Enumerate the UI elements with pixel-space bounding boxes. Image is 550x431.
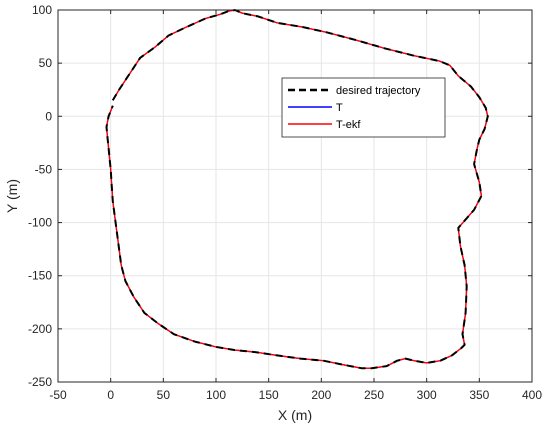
legend-label-t-ekf: T-ekf [336, 119, 361, 131]
x-tick-label: 0 [107, 388, 114, 402]
series-layer [105, 9, 489, 370]
legend-label-desired: desired trajectory [336, 85, 421, 97]
x-tick-label: 200 [311, 388, 331, 402]
y-tick-label: -250 [28, 375, 52, 389]
plot-area [58, 10, 532, 382]
y-axis-label: Y (m) [4, 179, 20, 213]
y-tick-label: 0 [45, 109, 52, 123]
x-tick-label: -50 [49, 388, 67, 402]
y-tick-label: -200 [28, 322, 52, 336]
x-tick-label: 350 [469, 388, 489, 402]
y-tick-label: -150 [28, 269, 52, 283]
y-tick-label: 100 [32, 3, 52, 17]
x-axis-label: X (m) [278, 407, 312, 423]
x-tick-labels: -50 0 50 100 150 200 250 300 350 400 [49, 388, 542, 402]
x-tick-label: 300 [417, 388, 437, 402]
x-tick-label: 250 [364, 388, 384, 402]
x-tick-label: 50 [157, 388, 171, 402]
legend: desired trajectory T T-ekf [281, 77, 446, 138]
y-tick-label: -100 [28, 216, 52, 230]
series-line-desired [105, 9, 489, 370]
y-tick-label: -50 [35, 162, 53, 176]
x-tick-label: 100 [206, 388, 226, 402]
tick-marks [57, 9, 533, 383]
plot-border [57, 9, 533, 383]
y-tick-label: 50 [39, 56, 53, 70]
x-tick-label: 150 [259, 388, 279, 402]
x-tick-label: 400 [522, 388, 542, 402]
legend-label-t: T [336, 102, 343, 114]
y-tick-labels: -250 -200 -150 -100 -50 0 50 100 [28, 3, 52, 389]
